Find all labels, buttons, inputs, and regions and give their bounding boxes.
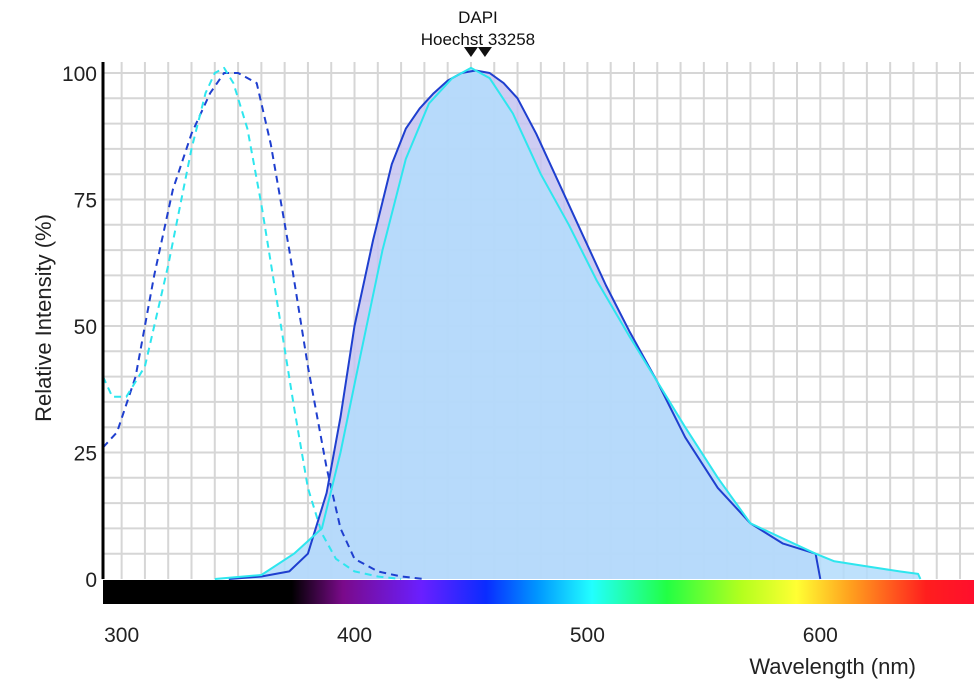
y-tick-label: 0	[85, 569, 97, 592]
y-tick-label: 50	[74, 316, 97, 339]
excitation-line-1	[102, 66, 402, 580]
peak-marker-label: Hoechst 33258	[421, 30, 535, 49]
peak-marker-triangle	[463, 47, 478, 57]
spectrum-bar-colors	[291, 580, 974, 604]
x-tick-label: 400	[337, 624, 372, 647]
wavelength-spectrum-bar	[103, 580, 974, 604]
emission-line-3	[214, 66, 922, 580]
y-tick-label: 75	[74, 190, 97, 213]
spectrum-lines	[102, 66, 922, 580]
x-tick-labels: 300 400 500 600	[104, 624, 838, 647]
x-tick-label: 300	[104, 624, 139, 647]
x-axis-title: Wavelength (nm)	[749, 654, 916, 679]
peak-markers: DAPI Hoechst 33258	[421, 8, 535, 57]
y-tick-label: 100	[62, 63, 97, 86]
x-tick-label: 600	[803, 624, 838, 647]
x-tick-label: 500	[570, 624, 605, 647]
peak-marker-triangle	[477, 47, 492, 57]
y-tick-label: 25	[74, 443, 97, 466]
y-tick-labels: 0 25 50 75 100	[62, 63, 97, 592]
peak-marker-label: DAPI	[458, 8, 498, 27]
y-axis-title: Relative Intensity (%)	[31, 214, 56, 422]
excitation-line-0	[102, 72, 425, 580]
emission-line-2	[228, 69, 822, 580]
emission-area-3	[214, 67, 921, 580]
emission-fills	[214, 67, 921, 580]
